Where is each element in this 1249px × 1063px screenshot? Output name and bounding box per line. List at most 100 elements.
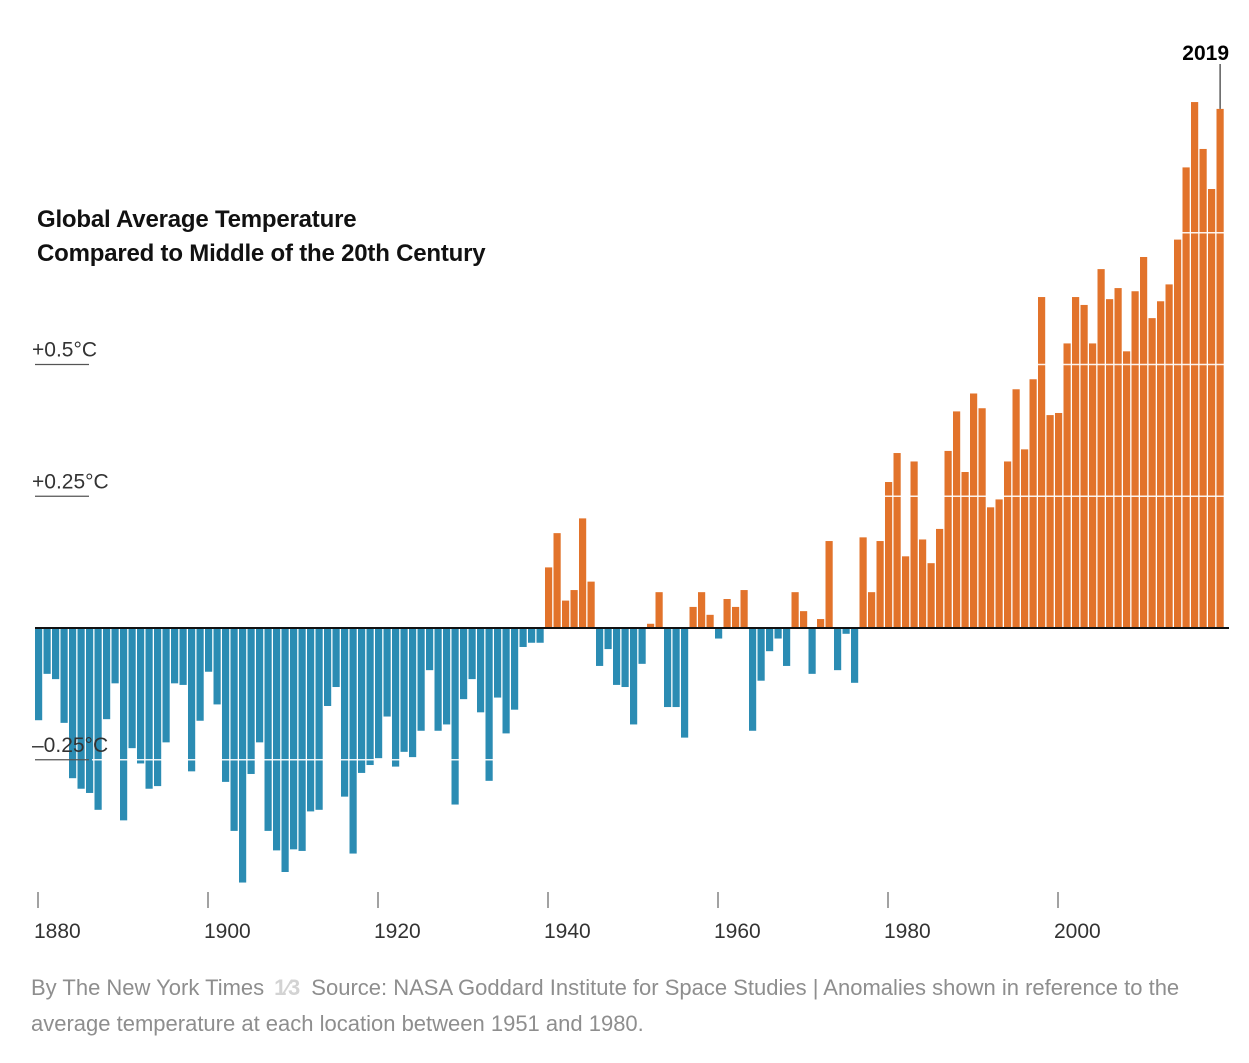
bar-1891 [128, 628, 136, 749]
bar-1883 [60, 628, 68, 723]
chart-subtitle: Compared to Middle of the 20th Century [37, 240, 486, 267]
bar-2013 [1165, 284, 1173, 628]
bar-1885 [77, 628, 85, 789]
bar-1974 [834, 628, 842, 671]
bar-1899 [196, 628, 204, 721]
bar-1977 [859, 537, 867, 628]
bar-1989 [961, 472, 969, 628]
bar-2000 [1055, 412, 1063, 628]
bar-1892 [137, 628, 145, 764]
bar-1929 [451, 628, 459, 805]
bar-1983 [910, 461, 918, 628]
bar-1982 [902, 556, 910, 628]
y-tick-label: +0.5°C [32, 339, 97, 362]
y-tick-label: +0.25°C [32, 470, 109, 493]
bar-1993 [995, 499, 1003, 628]
bar-1994 [1004, 461, 1012, 628]
bar-1900 [205, 628, 213, 672]
bar-1926 [426, 628, 434, 671]
bar-1984 [919, 539, 927, 628]
bar-1955 [672, 628, 680, 708]
bar-1921 [383, 628, 391, 717]
bar-2017 [1199, 148, 1207, 628]
annotation-2019: 2019 [1182, 42, 1229, 109]
bar-1897 [179, 628, 187, 685]
bar-1880 [35, 628, 43, 721]
bar-1956 [681, 628, 689, 738]
bar-1902 [222, 628, 230, 782]
bar-1999 [1046, 415, 1054, 628]
bar-1917 [349, 628, 357, 854]
bar-1925 [417, 628, 425, 731]
source-note: Source: NASA Goddard Institute for Space… [31, 975, 1180, 1036]
bar-1954 [664, 628, 672, 708]
bar-1912 [307, 628, 315, 812]
bar-1916 [341, 628, 349, 797]
bar-1908 [273, 628, 281, 851]
bar-1972 [817, 619, 825, 628]
bar-2002 [1072, 297, 1080, 628]
bar-1934 [494, 628, 502, 698]
chart-title: Global Average Temperature [37, 206, 357, 233]
bar-1952 [647, 623, 655, 628]
bar-2010 [1140, 256, 1148, 628]
bar-1980 [885, 482, 893, 628]
footer: By The New York Times 1⁄3 Source: NASA God… [31, 970, 1221, 1042]
bar-1918 [358, 628, 366, 773]
bar-1933 [485, 628, 493, 781]
bar-1946 [596, 628, 604, 666]
bar-1928 [443, 628, 451, 725]
bar-1996 [1021, 449, 1029, 628]
bar-1951 [638, 628, 646, 664]
bar-1903 [230, 628, 238, 831]
x-tick-label: 1980 [884, 920, 931, 943]
bar-1931 [468, 628, 476, 680]
bar-1935 [502, 628, 510, 734]
x-tick-label: 1940 [544, 920, 591, 943]
bar-2015 [1182, 167, 1190, 629]
bar-1919 [366, 628, 374, 766]
x-tick-label: 2000 [1054, 920, 1101, 943]
x-tick-label: 1900 [204, 920, 251, 943]
bar-1949 [621, 628, 629, 688]
bar-1998 [1038, 297, 1046, 628]
bar-2006 [1106, 299, 1114, 628]
bar-1944 [579, 518, 587, 628]
bar-1964 [749, 628, 757, 731]
bar-1987 [944, 450, 952, 628]
annotation-label: 2019 [1182, 42, 1229, 65]
bars-group [35, 102, 1224, 883]
bar-1905 [247, 628, 255, 774]
bar-1973 [825, 541, 833, 628]
bar-1971 [808, 628, 816, 674]
bar-1882 [52, 628, 60, 680]
bar-2012 [1157, 301, 1165, 628]
bar-1958 [698, 592, 706, 628]
bar-1965 [757, 628, 765, 681]
bar-1884 [69, 628, 77, 779]
bar-1962 [732, 606, 740, 628]
bar-1950 [630, 628, 638, 725]
bar-2009 [1131, 291, 1139, 628]
temperature-bar-chart: +0.5°C +0.25°C –0.25°C 1880 1900 1920 1940 196… [32, 42, 1229, 943]
bar-2007 [1114, 288, 1122, 628]
bar-1910 [290, 628, 298, 850]
bar-1941 [553, 533, 561, 628]
bar-1904 [239, 628, 247, 883]
bar-1895 [162, 628, 170, 743]
bar-2005 [1097, 269, 1105, 628]
bar-1943 [570, 590, 578, 628]
bar-1978 [868, 592, 876, 628]
bar-1907 [264, 628, 272, 831]
bar-1893 [145, 628, 153, 789]
bar-1911 [298, 628, 306, 851]
bar-1940 [545, 567, 553, 628]
bar-1997 [1029, 379, 1037, 628]
bar-1967 [774, 628, 782, 639]
x-tick-label: 1960 [714, 920, 761, 943]
bar-1991 [978, 408, 986, 628]
bar-1961 [723, 599, 731, 628]
bar-1930 [460, 628, 468, 700]
x-axis: 1880 1900 1920 1940 1960 1980 2000 [34, 892, 1101, 943]
bar-1932 [477, 628, 485, 713]
